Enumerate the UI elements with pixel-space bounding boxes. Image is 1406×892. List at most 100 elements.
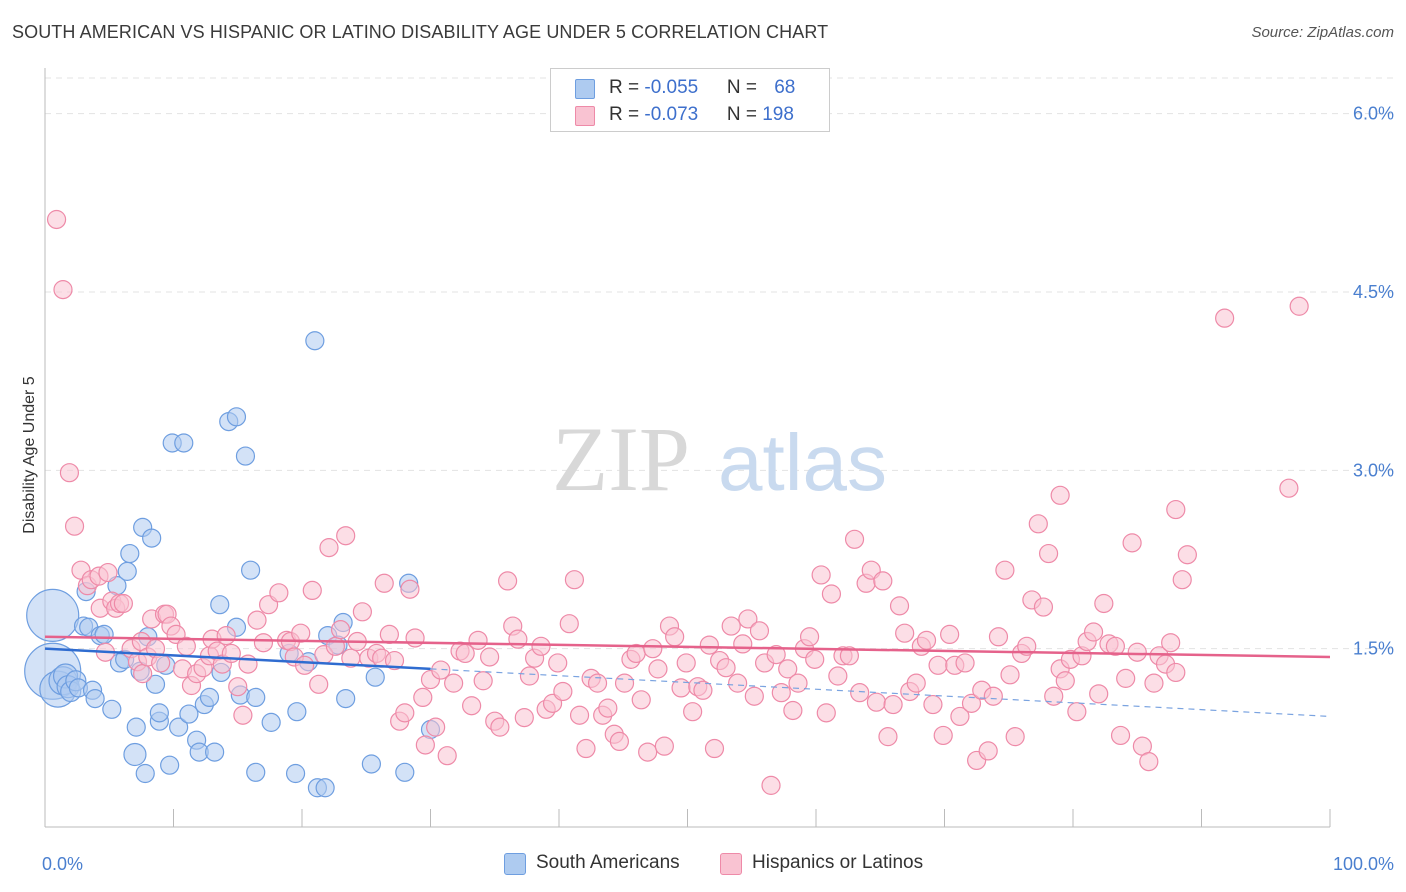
data-point	[531, 636, 551, 656]
chart-title: SOUTH AMERICAN VS HISPANIC OR LATINO DIS…	[12, 22, 829, 42]
data-point	[587, 673, 608, 693]
legend-swatch-hispanics	[720, 853, 742, 875]
data-point	[771, 683, 791, 703]
data-point	[426, 717, 446, 737]
data-point	[761, 775, 781, 795]
data-point	[169, 717, 189, 737]
data-point	[151, 653, 171, 673]
data-point	[844, 529, 865, 549]
data-point	[928, 655, 948, 675]
data-point	[400, 579, 420, 599]
data-point	[895, 623, 915, 643]
data-point	[352, 602, 372, 622]
data-point	[330, 620, 351, 640]
data-point	[94, 624, 114, 645]
data-point	[241, 560, 261, 580]
data-point	[261, 712, 281, 732]
data-point	[1005, 727, 1025, 747]
data-point	[749, 621, 770, 641]
data-point	[693, 680, 713, 700]
data-point	[149, 703, 169, 723]
data-point	[576, 738, 596, 759]
legend-label: Hispanics or Latinos	[752, 852, 924, 873]
data-point	[1139, 752, 1159, 772]
watermark-atlas: atlas	[718, 418, 887, 507]
data-point	[1144, 673, 1164, 693]
trend-line-south-americans	[44, 647, 431, 671]
data-point	[816, 703, 836, 723]
data-point	[246, 762, 266, 782]
data-point	[821, 584, 842, 604]
data-point	[462, 696, 482, 716]
data-point	[1161, 633, 1181, 653]
data-point	[805, 649, 825, 669]
data-point	[839, 646, 860, 666]
data-point	[733, 634, 753, 654]
data-point	[883, 694, 903, 715]
data-point	[738, 609, 758, 629]
data-point	[480, 647, 500, 667]
data-point	[437, 746, 457, 766]
data-point	[548, 653, 568, 673]
data-point	[614, 673, 635, 693]
data-point	[933, 725, 953, 746]
data-point	[246, 687, 266, 708]
data-point	[285, 763, 306, 784]
data-point	[120, 543, 140, 564]
data-point	[683, 702, 703, 722]
data-point	[253, 633, 274, 653]
data-point	[983, 686, 1003, 706]
data-point	[269, 583, 289, 603]
data-point	[811, 565, 831, 585]
data-point	[676, 653, 696, 673]
data-point	[654, 736, 674, 756]
data-point	[490, 717, 510, 737]
y-axis-label: Disability Age Under 5	[21, 376, 38, 534]
data-point	[988, 627, 1009, 647]
y-tick-label: 6.0%	[1353, 104, 1394, 124]
legend-n-label: N =	[726, 77, 763, 98]
data-point	[365, 667, 385, 687]
data-point	[415, 735, 435, 755]
data-point	[98, 562, 118, 583]
legend-n-value: 68	[774, 77, 796, 98]
data-point	[210, 595, 230, 615]
data-point	[468, 630, 488, 650]
data-point	[850, 683, 870, 703]
data-point	[1122, 533, 1142, 553]
data-point	[205, 742, 225, 762]
data-point	[569, 705, 590, 725]
data-point	[728, 673, 748, 693]
y-tick-label: 3.0%	[1353, 460, 1394, 480]
data-point	[1050, 485, 1070, 505]
data-point	[950, 706, 970, 727]
data-point	[1127, 642, 1147, 662]
legend-n-value: 198	[762, 104, 794, 125]
data-point	[721, 616, 741, 636]
data-point	[431, 660, 451, 680]
trend-line-hispanics	[44, 635, 1331, 659]
data-point	[889, 596, 910, 616]
series-south-americans	[24, 331, 441, 798]
watermark-zip: ZIP	[552, 408, 690, 510]
data-point	[716, 658, 736, 678]
data-point	[643, 639, 663, 659]
data-point	[961, 693, 982, 713]
data-point	[1044, 686, 1064, 706]
data-point	[995, 560, 1015, 580]
data-point	[123, 742, 147, 767]
data-point	[609, 731, 629, 752]
data-point	[309, 674, 329, 694]
data-point	[878, 727, 898, 747]
bottom-legend: South Americans Hispanics or Latinos	[0, 852, 1406, 878]
data-point	[1038, 543, 1059, 564]
data-point	[799, 627, 820, 647]
data-point	[59, 463, 80, 483]
data-point	[916, 630, 937, 650]
data-point	[559, 614, 579, 634]
data-point	[699, 635, 719, 655]
data-point	[1083, 622, 1104, 642]
data-point	[145, 674, 166, 694]
x-tick-label: 100.0%	[1333, 854, 1394, 874]
data-point	[325, 636, 346, 656]
